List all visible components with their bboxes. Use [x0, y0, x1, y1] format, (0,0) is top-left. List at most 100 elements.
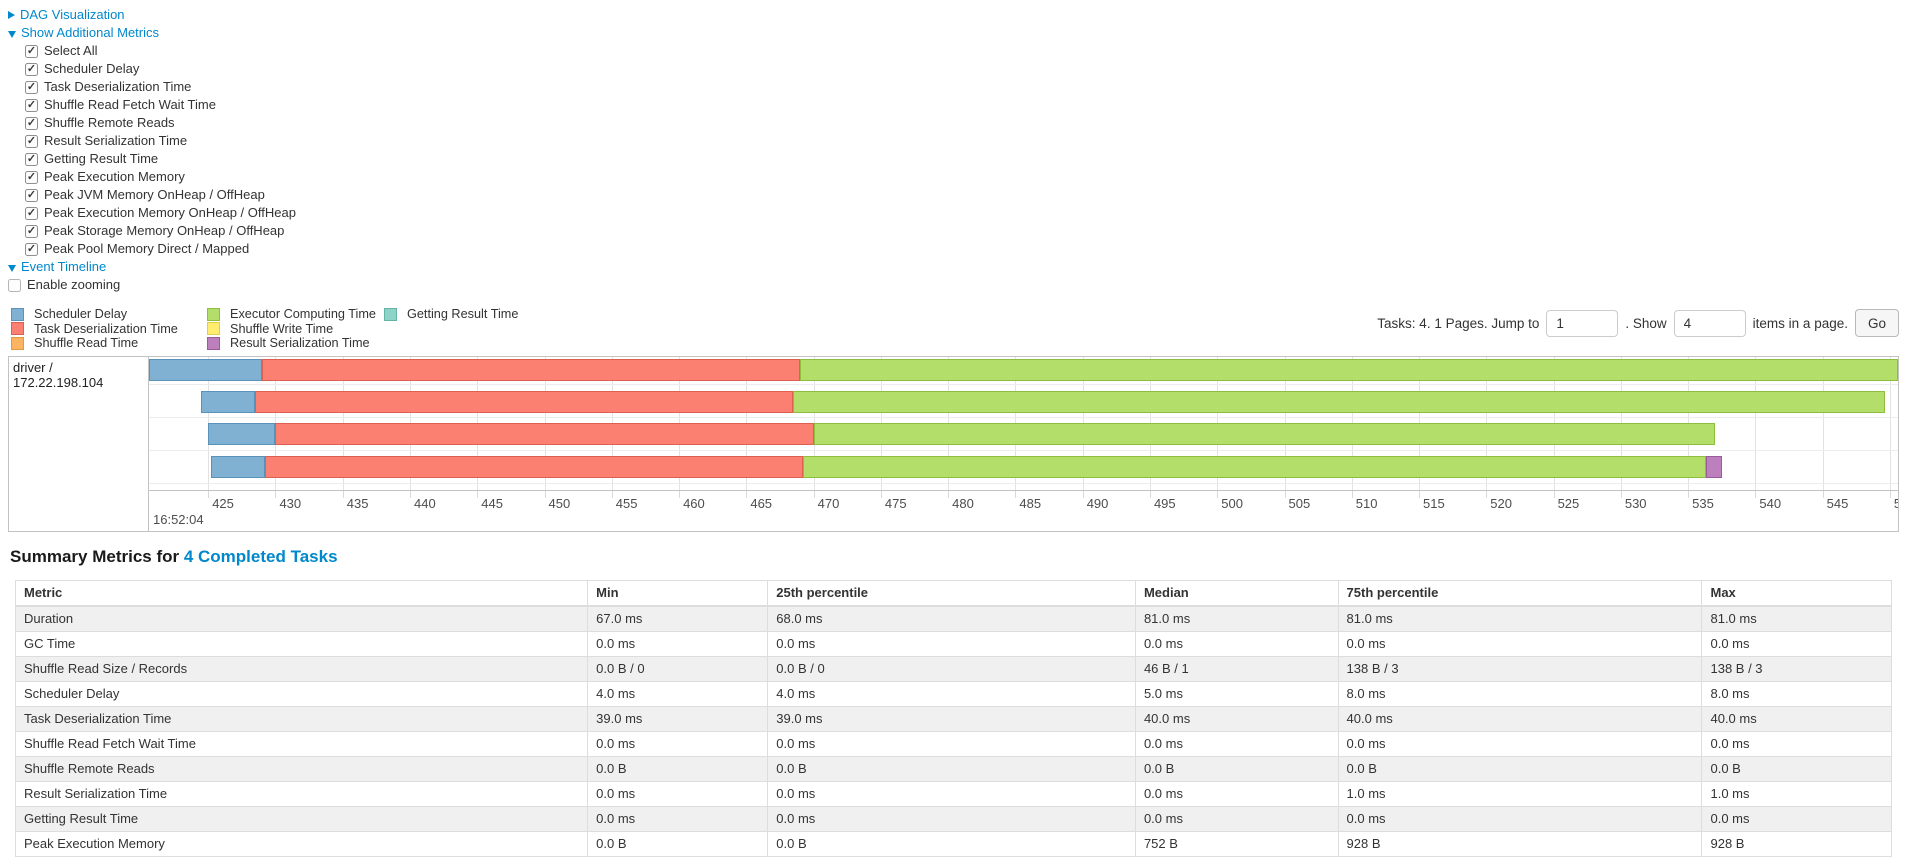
metric-value-cell: 0.0 ms [587, 730, 769, 757]
task-bar-segment-executor-computing[interactable] [813, 422, 1716, 445]
metric-checkbox[interactable]: ✓ [25, 98, 38, 112]
metric-checkbox-row[interactable]: ✓ Peak Execution Memory OnHeap / OffHeap [8, 204, 1899, 222]
axis-tick-label: 525 [1557, 495, 1580, 511]
metric-value-cell: 5.0 ms [1134, 680, 1339, 707]
table-row: GC Time 0.0 ms 0.0 ms 0.0 ms 0.0 ms 0.0 ms [14, 630, 1892, 657]
axis-tick-icon [746, 490, 748, 498]
summary-column-header: Metric [14, 579, 589, 607]
axis-tick-icon [275, 490, 277, 498]
metric-value-cell: 0.0 B [1701, 755, 1892, 782]
task-bar-segment-task-deserialization[interactable] [262, 358, 801, 381]
legend-label: Shuffle Read Time [34, 336, 139, 351]
expand-arrow-icon [8, 264, 16, 272]
metric-checkbox-row[interactable]: ✓ Shuffle Read Fetch Wait Time [8, 96, 1899, 114]
metric-name-cell: Result Serialization Time [14, 780, 589, 807]
event-timeline-chart: driver / 172.22.198.104 425 430 435 440 445 4… [8, 355, 1899, 532]
task-bar-segment-task-deserialization[interactable] [275, 422, 814, 445]
metric-checkbox[interactable]: ✓ [25, 134, 38, 148]
legend-swatch-icon [207, 336, 220, 350]
metric-value-cell: 0.0 B [1337, 755, 1703, 782]
event-timeline-link[interactable]: Event Timeline [21, 259, 107, 274]
metric-checkbox-row[interactable]: ✓ Scheduler Delay [8, 60, 1899, 78]
metric-name-cell: Peak Execution Memory [14, 830, 589, 857]
go-button[interactable]: Go [1854, 309, 1899, 337]
metric-value-cell: 0.0 B [587, 755, 769, 782]
metric-checkbox[interactable]: ✓ [25, 44, 38, 58]
show-additional-metrics-link[interactable]: Show Additional Metrics [21, 25, 160, 40]
axis-tick-label: 475 [884, 495, 907, 511]
axis-tick-icon [679, 490, 681, 498]
metric-value-cell: 39.0 ms [587, 705, 769, 732]
table-row: Peak Execution Memory 0.0 B 0.0 B 752 B 928 … [14, 830, 1892, 857]
metric-checkbox-row[interactable]: ✓ Result Serialization Time [8, 132, 1899, 150]
metric-checkbox-label: Result Serialization Time [44, 133, 188, 148]
items-per-page-input[interactable] [1673, 309, 1746, 337]
legend-swatch-icon [207, 322, 220, 336]
enable-zooming-row[interactable]: Enable zooming [8, 276, 1899, 294]
task-bar-segment-result-serialization[interactable] [1705, 455, 1722, 478]
task-bar-segment-executor-computing[interactable] [802, 455, 1706, 478]
metric-checkbox[interactable]: ✓ [25, 242, 38, 256]
metric-value-cell: 0.0 ms [1701, 730, 1892, 757]
metric-value-cell: 1.0 ms [1701, 780, 1892, 807]
axis-tick-icon [880, 490, 882, 498]
legend-item: Shuffle Write Time [207, 322, 384, 337]
task-bar-segment-task-deserialization[interactable] [264, 455, 803, 478]
completed-tasks-link[interactable]: 4 Completed Tasks [183, 546, 338, 566]
task-bar-segment-scheduler-delay[interactable] [201, 390, 256, 413]
metric-checkbox[interactable]: ✓ [25, 62, 38, 76]
metric-checkbox-label: Scheduler Delay [44, 61, 140, 76]
executor-lane-label: driver / 172.22.198.104 [9, 356, 149, 531]
event-timeline-toggle[interactable]: Event Timeline [8, 258, 1899, 276]
axis-tick-icon [1553, 490, 1555, 498]
metric-checkbox-row[interactable]: ✓ Getting Result Time [8, 150, 1899, 168]
metric-value-cell: 0.0 ms [587, 630, 769, 657]
metric-checkbox[interactable]: ✓ [25, 206, 38, 220]
task-bar-segment-scheduler-delay[interactable] [208, 422, 276, 445]
dag-visualization-link[interactable]: DAG Visualization [20, 7, 125, 22]
jump-to-page-input[interactable] [1546, 309, 1619, 337]
axis-tick-icon [1755, 490, 1757, 498]
metric-checkbox[interactable]: ✓ [25, 224, 38, 238]
show-additional-metrics-toggle[interactable]: Show Additional Metrics [8, 24, 1899, 42]
metric-checkbox-row[interactable]: ✓ Shuffle Remote Reads [8, 114, 1899, 132]
axis-tick-label: 505 [1288, 495, 1311, 511]
metric-checkbox[interactable]: ✓ [25, 80, 38, 94]
task-bar-segment-executor-computing[interactable] [800, 358, 1898, 381]
metric-checkbox-row[interactable]: ✓ Peak Pool Memory Direct / Mapped [8, 240, 1899, 258]
summary-heading-prefix: Summary Metrics for [10, 546, 184, 566]
row-separator [149, 416, 1898, 418]
collapse-arrow-icon [8, 11, 15, 19]
metric-checkbox[interactable]: ✓ [25, 188, 38, 202]
metric-value-cell: 0.0 B [767, 755, 1136, 782]
metric-value-cell: 0.0 ms [1134, 780, 1339, 807]
axis-tick-label: 545 [1826, 495, 1849, 511]
task-bar-segment-executor-computing[interactable] [793, 390, 1885, 413]
task-bar-segment-task-deserialization[interactable] [255, 390, 794, 413]
axis-tick-icon [1015, 490, 1017, 498]
metric-checkbox-row[interactable]: ✓ Peak Execution Memory [8, 168, 1899, 186]
metric-value-cell: 0.0 ms [767, 780, 1136, 807]
metric-checkbox[interactable]: ✓ [25, 116, 38, 130]
legend-label: Scheduler Delay [34, 307, 128, 322]
metric-checkbox[interactable]: ✓ [25, 170, 38, 184]
task-bar-segment-scheduler-delay[interactable] [149, 358, 262, 381]
metric-value-cell: 0.0 ms [1337, 630, 1703, 657]
metric-name-cell: Scheduler Delay [14, 680, 589, 707]
metric-checkbox-label: Peak JVM Memory OnHeap / OffHeap [44, 187, 265, 202]
axis-tick-icon [1688, 490, 1690, 498]
metric-value-cell: 0.0 ms [1337, 730, 1703, 757]
table-row: Result Serialization Time 0.0 ms 0.0 ms 0.0… [14, 780, 1892, 807]
axis-tick-icon [948, 490, 950, 498]
axis-tick-label: 510 [1355, 495, 1378, 511]
dag-visualization-toggle[interactable]: DAG Visualization [8, 6, 1899, 24]
metric-checkbox-row[interactable]: ✓ Task Deserialization Time [8, 78, 1899, 96]
axis-tick-icon [1419, 490, 1421, 498]
task-bar-segment-scheduler-delay[interactable] [210, 455, 265, 478]
metric-checkbox-row[interactable]: ✓ Peak Storage Memory OnHeap / OffHeap [8, 222, 1899, 240]
legend-label: Shuffle Write Time [230, 321, 334, 336]
metric-checkbox-row[interactable]: ✓ Select All [8, 42, 1899, 60]
metric-checkbox-row[interactable]: ✓ Peak JVM Memory OnHeap / OffHeap [8, 186, 1899, 204]
enable-zooming-checkbox[interactable] [8, 278, 21, 292]
metric-checkbox[interactable]: ✓ [25, 152, 38, 166]
